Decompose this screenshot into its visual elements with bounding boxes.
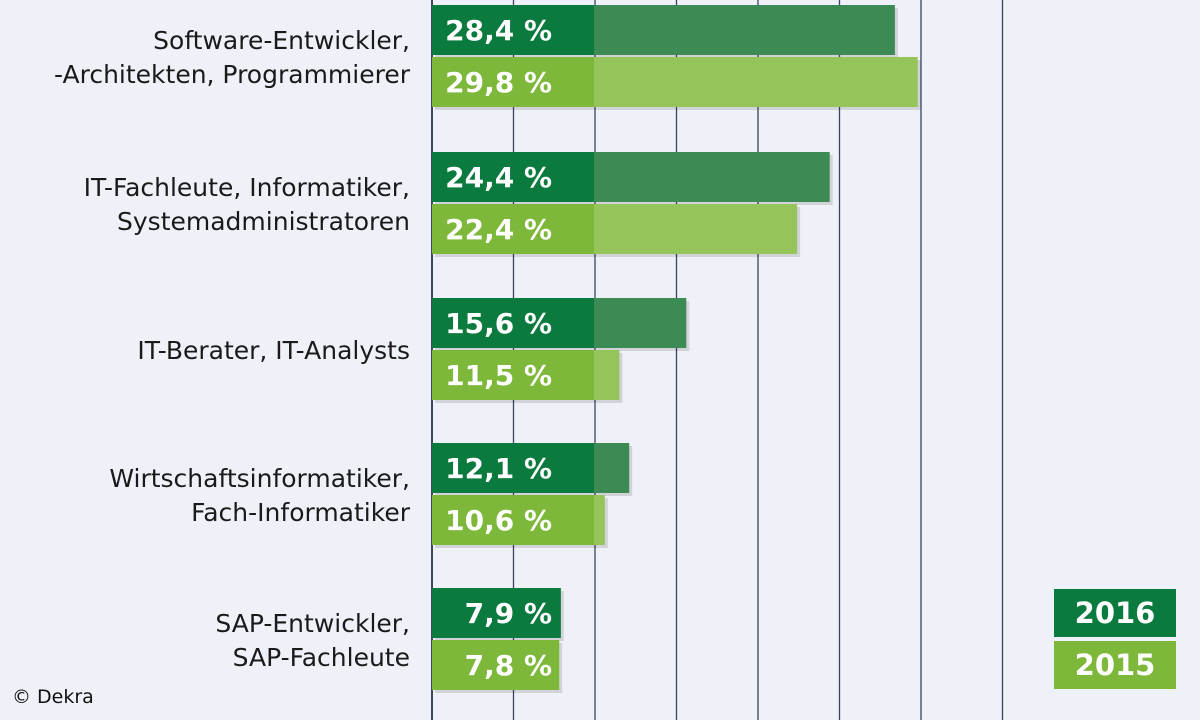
bars xyxy=(432,5,921,693)
bar-label-box-2016-2 xyxy=(432,298,594,348)
bar-label-box-2016-0 xyxy=(432,5,594,55)
bar-label-box-2015-0 xyxy=(432,57,594,107)
value-label: 7,8 % xyxy=(465,649,552,682)
bar-label-box-2015-3 xyxy=(432,495,594,545)
value-label: 11,5 % xyxy=(445,359,552,392)
value-labels: 28,4 % 24,4 % 15,6 % 12,1 % 7,9 % 29,8 % 22,4 … xyxy=(445,14,552,682)
category-label: Wirtschaftsinformatiker, xyxy=(109,464,410,493)
value-label: 29,8 % xyxy=(445,66,552,99)
bar-label-box-2016-1 xyxy=(432,152,594,202)
category-label: Fach-Informatiker xyxy=(191,498,410,527)
bar-label-box-2016-3 xyxy=(432,443,594,493)
category-label: Systemadministratoren xyxy=(117,207,410,236)
legend-2015: 2015 xyxy=(1054,641,1176,689)
value-label: 24,4 % xyxy=(445,161,552,194)
value-label: 7,9 % xyxy=(465,597,552,630)
bar-label-box-2016-4 xyxy=(432,588,561,638)
value-label: 12,1 % xyxy=(445,452,552,485)
category-label: Software-Entwickler, xyxy=(153,26,410,55)
bar-label-box-2015-4 xyxy=(432,640,560,690)
category-label: SAP-Entwickler, xyxy=(215,609,410,638)
value-label: 10,6 % xyxy=(445,504,552,537)
value-label: 28,4 % xyxy=(445,14,552,47)
category-label: SAP-Fachleute xyxy=(232,643,410,672)
bar-label-box-2015-1 xyxy=(432,204,594,254)
credit-text: © Dekra xyxy=(12,686,94,708)
category-label: -Architekten, Programmierer xyxy=(54,60,410,89)
value-label: 22,4 % xyxy=(445,213,552,246)
legend-2016: 2016 xyxy=(1054,589,1176,637)
category-label: IT-Fachleute, Informatiker, xyxy=(83,173,410,202)
value-label: 15,6 % xyxy=(445,307,552,340)
category-label: IT-Berater, IT-Analysts xyxy=(137,336,410,365)
bar-label-box-2015-2 xyxy=(432,350,594,400)
